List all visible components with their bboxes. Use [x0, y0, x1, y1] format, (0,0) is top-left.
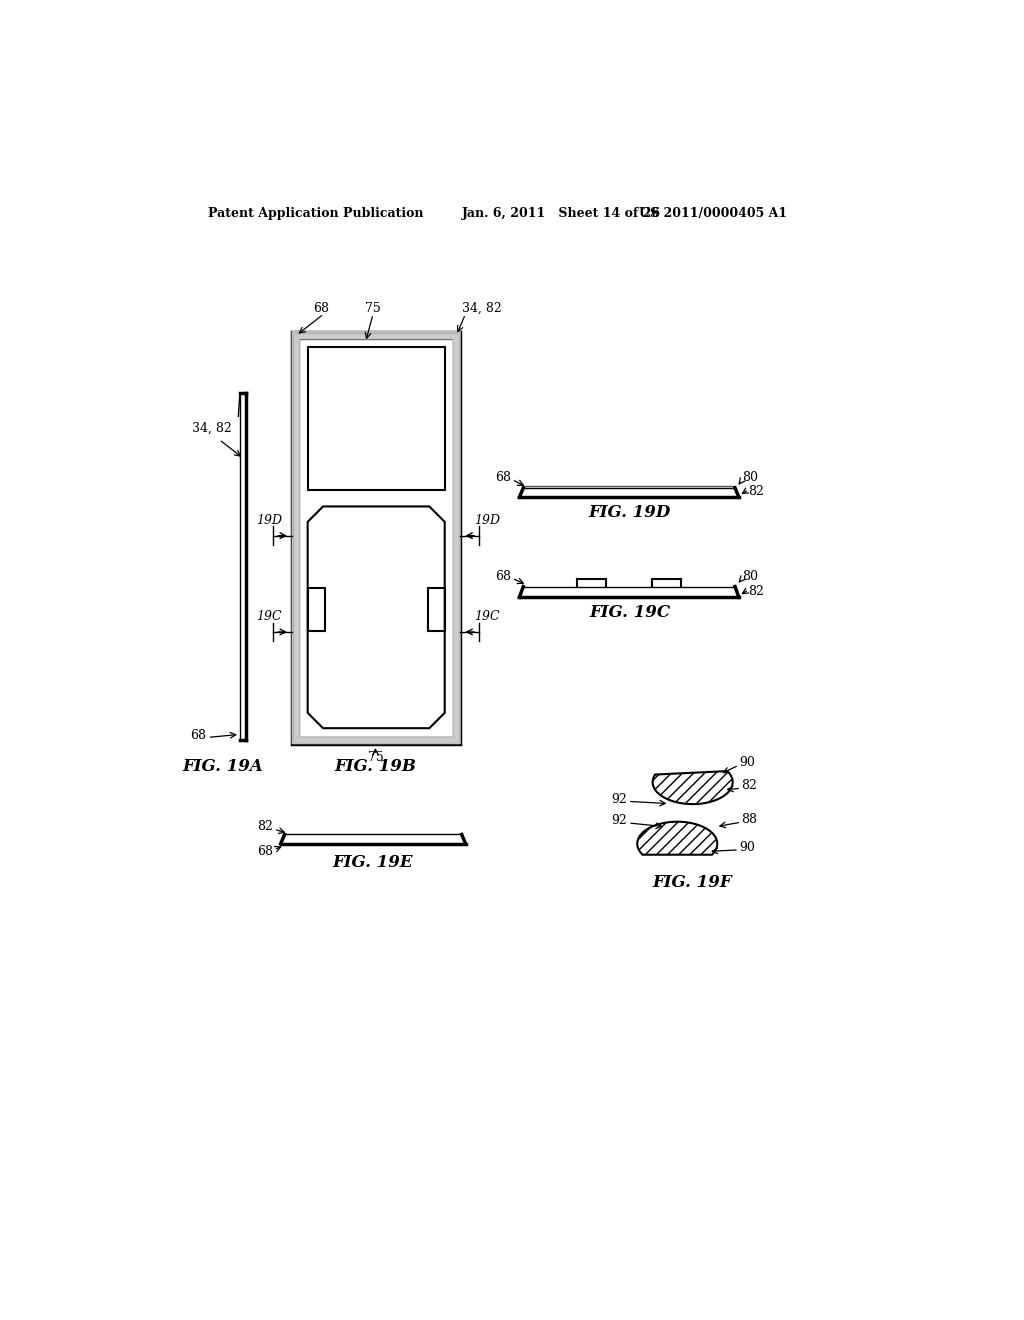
Text: 82: 82	[257, 820, 273, 833]
Polygon shape	[652, 771, 733, 804]
Text: US 2011/0000405 A1: US 2011/0000405 A1	[639, 207, 786, 220]
Text: FIG. 19D: FIG. 19D	[589, 504, 671, 521]
Text: 82: 82	[749, 484, 764, 498]
Text: 75: 75	[366, 302, 381, 315]
Text: 68: 68	[313, 302, 330, 315]
Text: Jan. 6, 2011   Sheet 14 of 26: Jan. 6, 2011 Sheet 14 of 26	[462, 207, 660, 220]
Text: FIG. 19C: FIG. 19C	[589, 605, 670, 622]
Text: 90: 90	[739, 841, 755, 854]
Text: 19C: 19C	[474, 610, 500, 623]
Text: 75: 75	[368, 751, 383, 764]
Text: 68: 68	[257, 845, 273, 858]
Text: 68: 68	[190, 730, 207, 742]
Text: FIG. 19F: FIG. 19F	[653, 874, 732, 891]
Text: 80: 80	[742, 471, 758, 484]
Text: 19D: 19D	[474, 513, 500, 527]
Text: 34, 82: 34, 82	[462, 302, 502, 315]
Text: 68: 68	[495, 570, 511, 583]
Text: Patent Application Publication: Patent Application Publication	[208, 207, 423, 220]
Polygon shape	[292, 331, 460, 339]
Polygon shape	[637, 822, 717, 855]
Text: 82: 82	[741, 779, 757, 792]
Text: 92: 92	[611, 792, 628, 805]
Text: 90: 90	[739, 756, 755, 770]
Polygon shape	[292, 737, 460, 743]
Polygon shape	[454, 331, 460, 743]
Text: FIG. 19E: FIG. 19E	[333, 854, 414, 871]
Text: 80: 80	[742, 570, 758, 583]
Text: FIG. 19A: FIG. 19A	[182, 758, 263, 775]
Text: FIG. 19B: FIG. 19B	[335, 758, 417, 775]
Text: 34, 82: 34, 82	[193, 421, 231, 434]
Text: 92: 92	[611, 814, 628, 828]
Text: 19C: 19C	[256, 610, 282, 623]
Text: 19D: 19D	[256, 513, 283, 527]
Text: 88: 88	[741, 813, 757, 825]
Text: 68: 68	[495, 471, 511, 484]
Polygon shape	[292, 331, 299, 743]
Text: 82: 82	[749, 585, 764, 598]
